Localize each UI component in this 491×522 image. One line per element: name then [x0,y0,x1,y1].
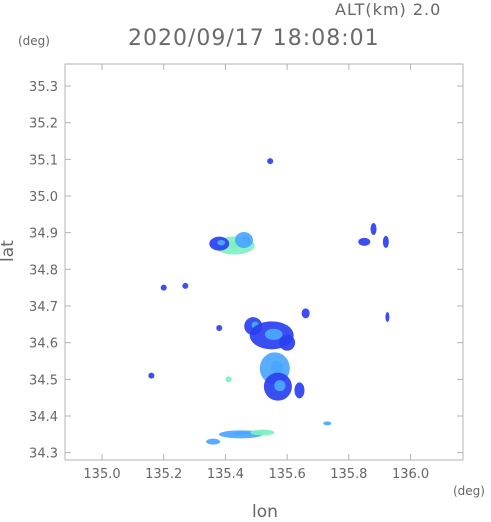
echo-core [242,235,250,243]
echo-low [370,223,377,235]
y-tick-label: 34.6 [29,337,58,352]
y-axis-unit: (deg) [18,34,50,48]
x-tick-label: 135.4 [207,467,244,482]
y-tick-label: 35.1 [29,153,58,168]
echo-core [270,360,283,374]
x-tick-label: 135.6 [269,467,306,482]
y-tick-label: 35.3 [29,80,58,95]
x-tick-label: 135.2 [145,467,182,482]
x-tick-label: 136.0 [392,467,429,482]
x-tick-label: 135.8 [330,467,367,482]
y-tick-label: 34.3 [29,447,58,462]
x-axis-label: lon [252,502,278,522]
echo-core [264,328,283,340]
y-tick-label: 35.0 [29,190,58,205]
echo-low [358,237,371,246]
y-tick-label: 35.2 [29,117,58,132]
y-tick-label: 34.8 [29,263,58,278]
echo-low [301,308,310,319]
x-axis-unit: (deg) [453,484,485,498]
altitude-label: ALT(km) 2.0 [335,0,442,19]
echo-low [267,158,274,165]
echo-low [385,312,390,322]
x-tick-label: 135.0 [83,467,120,482]
echo-core [259,430,270,433]
echo-layer [148,158,390,445]
echo-core [274,380,286,392]
echo-core [217,239,226,246]
echo-core [229,377,232,380]
echo-low [294,382,305,399]
echo-low [216,325,223,331]
y-tick-label: 34.5 [29,373,58,388]
plot-frame [64,63,464,461]
y-tick-label: 34.7 [29,300,58,315]
echo-low [279,334,296,351]
echo-mid [323,421,332,426]
echo-core [234,431,252,435]
echo-mid [206,438,221,445]
chart-title-timestamp: 2020/09/17 18:08:01 [128,26,380,51]
y-tick-label: 34.9 [29,227,58,242]
echo-low [160,284,167,291]
echo-low [382,235,389,248]
echo-low [182,282,189,289]
axis-ticks: 135.0 135.2 135.4 135.6 135.8 136.0 34.3 34.4 34… [29,64,463,482]
y-tick-label: 34.4 [29,410,58,425]
echo-low [148,372,155,379]
